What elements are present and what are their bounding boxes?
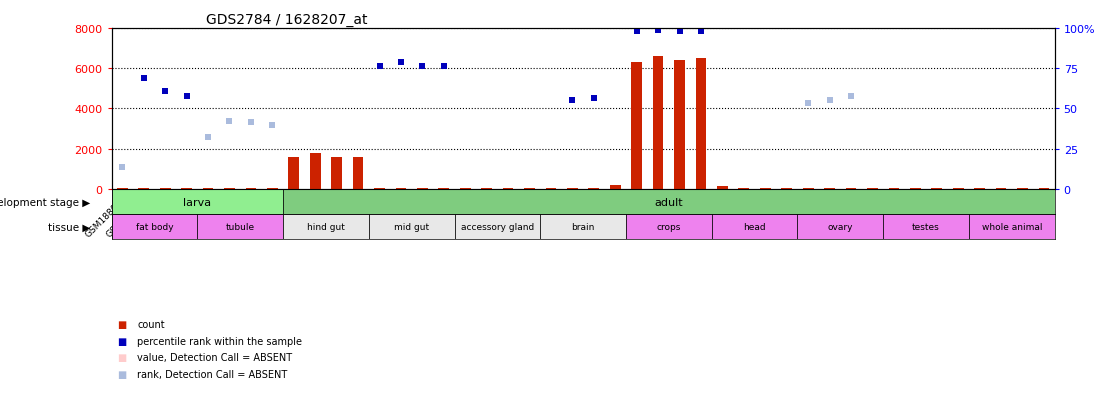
Bar bbox=[695, 59, 706, 190]
Text: larva: larva bbox=[183, 197, 211, 207]
Bar bbox=[502, 189, 513, 190]
Bar bbox=[995, 189, 1007, 190]
Bar bbox=[969, 214, 1055, 240]
Bar bbox=[953, 189, 963, 190]
Text: rank, Detection Call = ABSENT: rank, Detection Call = ABSENT bbox=[137, 369, 288, 379]
Text: tubule: tubule bbox=[225, 223, 254, 232]
Bar bbox=[798, 214, 883, 240]
Text: crops: crops bbox=[656, 223, 681, 232]
Bar bbox=[718, 187, 728, 190]
Bar bbox=[610, 185, 620, 190]
Bar bbox=[138, 189, 150, 190]
Bar bbox=[781, 189, 792, 190]
Text: value, Detection Call = ABSENT: value, Detection Call = ABSENT bbox=[137, 352, 292, 362]
Bar bbox=[888, 189, 899, 190]
Bar bbox=[567, 189, 578, 190]
Bar bbox=[368, 214, 454, 240]
Text: ■: ■ bbox=[117, 336, 126, 346]
Text: adult: adult bbox=[654, 197, 683, 207]
Bar bbox=[481, 189, 492, 190]
Text: count: count bbox=[137, 319, 165, 329]
Bar bbox=[417, 189, 427, 190]
Text: brain: brain bbox=[571, 223, 595, 232]
Text: percentile rank within the sample: percentile rank within the sample bbox=[137, 336, 302, 346]
Bar bbox=[588, 189, 599, 190]
Bar bbox=[353, 158, 364, 190]
Bar bbox=[825, 189, 835, 190]
Bar bbox=[267, 189, 278, 190]
Text: accessory gland: accessory gland bbox=[461, 223, 533, 232]
Bar bbox=[546, 189, 556, 190]
Text: ovary: ovary bbox=[828, 223, 853, 232]
Bar bbox=[674, 61, 685, 190]
Text: hind gut: hind gut bbox=[307, 223, 345, 232]
Bar bbox=[454, 214, 540, 240]
Text: tissue ▶: tissue ▶ bbox=[48, 222, 90, 232]
Bar bbox=[112, 214, 198, 240]
Text: fat body: fat body bbox=[136, 223, 173, 232]
Bar bbox=[310, 154, 320, 190]
Bar bbox=[760, 189, 771, 190]
Bar bbox=[712, 214, 798, 240]
Bar bbox=[883, 214, 969, 240]
Bar bbox=[540, 214, 626, 240]
Bar bbox=[867, 189, 878, 190]
Text: development stage ▶: development stage ▶ bbox=[0, 197, 90, 207]
Bar bbox=[802, 189, 814, 190]
Bar bbox=[374, 189, 385, 190]
Bar bbox=[331, 157, 341, 190]
Bar bbox=[632, 63, 642, 190]
Bar bbox=[653, 57, 664, 190]
Bar bbox=[1039, 189, 1049, 190]
Bar bbox=[203, 189, 213, 190]
Bar bbox=[283, 214, 368, 240]
Text: GDS2784 / 1628207_at: GDS2784 / 1628207_at bbox=[205, 12, 367, 26]
Bar bbox=[439, 189, 449, 190]
Bar bbox=[112, 190, 283, 214]
Text: whole animal: whole animal bbox=[981, 223, 1042, 232]
Bar bbox=[525, 189, 535, 190]
Text: mid gut: mid gut bbox=[394, 223, 430, 232]
Bar bbox=[974, 189, 985, 190]
Bar bbox=[181, 189, 192, 190]
Bar bbox=[626, 214, 712, 240]
Bar bbox=[160, 189, 171, 190]
Bar bbox=[288, 157, 299, 190]
Bar bbox=[846, 189, 856, 190]
Bar bbox=[910, 189, 921, 190]
Bar bbox=[198, 214, 283, 240]
Bar bbox=[246, 189, 257, 190]
Bar bbox=[932, 189, 942, 190]
Bar bbox=[224, 189, 234, 190]
Text: testes: testes bbox=[912, 223, 940, 232]
Bar bbox=[739, 189, 749, 190]
Bar bbox=[1017, 189, 1028, 190]
Bar bbox=[117, 189, 127, 190]
Bar bbox=[460, 189, 471, 190]
Text: ■: ■ bbox=[117, 369, 126, 379]
Text: ■: ■ bbox=[117, 319, 126, 329]
Text: ■: ■ bbox=[117, 352, 126, 362]
Bar bbox=[283, 190, 1055, 214]
Bar bbox=[395, 189, 406, 190]
Text: head: head bbox=[743, 223, 766, 232]
